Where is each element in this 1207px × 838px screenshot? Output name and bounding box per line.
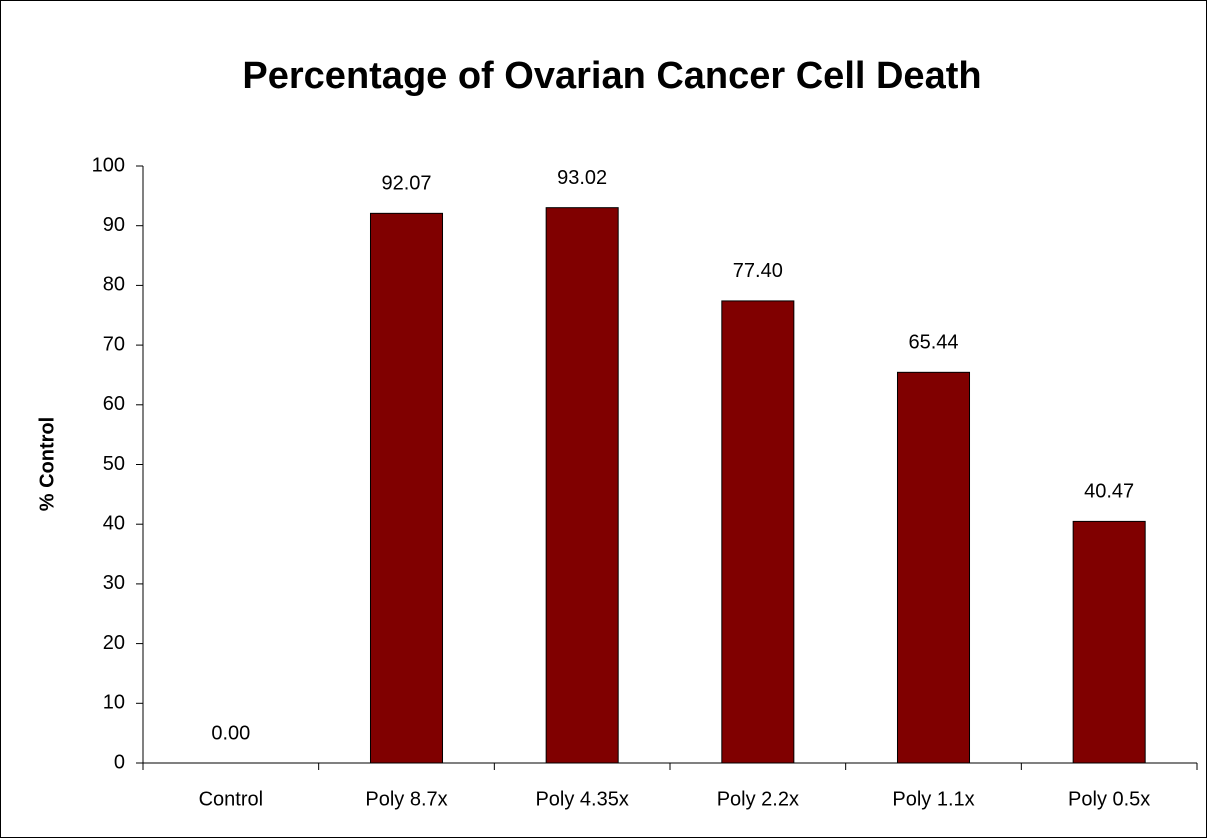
y-tick-label: 100 [92,154,125,176]
y-tick-label: 10 [103,692,125,714]
bar [545,207,619,764]
y-axis-label: % Control [36,417,58,511]
y-tick-label: 30 [103,572,125,594]
bar [896,371,971,764]
bar [369,212,444,764]
x-tick-label: Poly 2.2x [717,788,799,810]
bar [721,300,795,764]
chart-title: Percentage of Ovarian Cancer Cell Death [242,55,981,97]
data-label: 93.02 [557,167,607,189]
data-label: 0.00 [211,722,250,744]
data-label: 92.07 [381,173,431,195]
bar [1072,520,1146,764]
x-tick-label: Poly 0.5x [1068,788,1150,810]
y-tick-label: 40 [103,512,125,534]
data-label: 40.47 [1084,481,1134,503]
y-tick-label: 90 [103,214,125,236]
x-tick-label: Control [199,788,263,810]
y-tick-label: 20 [103,632,125,654]
data-label: 77.40 [733,260,783,282]
x-tick-label: Poly 1.1x [892,788,974,810]
y-tick-label: 80 [103,274,125,296]
data-label: 65.44 [908,332,958,354]
y-tick-label: 50 [103,453,125,475]
x-tick-label: Poly 4.35x [535,788,628,810]
y-tick-label: 0 [114,751,125,773]
y-tick-label: 70 [103,333,125,355]
y-tick-label: 60 [103,393,125,415]
x-tick-label: Poly 8.7x [365,788,447,810]
